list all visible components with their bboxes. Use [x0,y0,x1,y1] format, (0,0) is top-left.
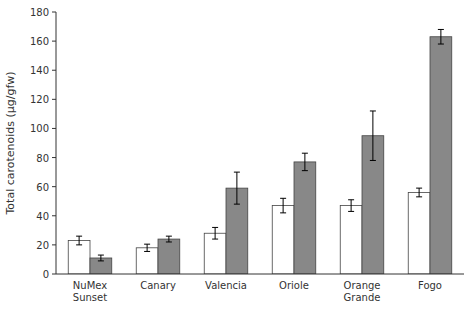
error-line [372,111,373,160]
bar [68,241,90,274]
error-cap [166,236,172,237]
error-cap [348,211,354,212]
error-cap [416,188,422,189]
x-tick-label-line: Canary [140,280,176,291]
x-tick-label-line: Fogo [418,280,442,291]
x-tick-label: Oriole [279,280,309,291]
error-bar [348,200,354,212]
error-cap [76,244,82,245]
error-bar [438,29,444,44]
x-tick-label-line: Oriole [279,280,309,291]
error-line [168,236,169,242]
y-axis-label: Total carotenoids (μg/gfw) [4,72,17,216]
bar [136,248,158,274]
bar [430,37,452,274]
error-line [215,227,216,239]
plot-area [68,29,452,274]
y-tick-label: 180 [30,7,49,18]
y-tick [52,244,56,245]
error-cap [348,199,354,200]
error-cap [438,44,444,45]
chart-svg: 0 20 40 60 80 100 120 140 160 180 NuMexSunset Canar… [0,0,474,316]
y-tick [52,70,56,71]
error-bar [302,153,308,170]
error-cap [302,153,308,154]
error-cap [438,29,444,30]
y-tick-label: 0 [43,269,49,280]
y-tick-label: 120 [30,94,49,105]
bar [408,192,430,274]
error-cap [212,227,218,228]
error-bar [280,198,286,213]
x-axis-line [56,274,464,275]
error-line [419,188,420,197]
error-bar [166,236,172,242]
x-tick-label-line: NuMex [73,280,107,291]
y-tick-label: 100 [30,123,49,134]
x-tick-label: Fogo [418,280,442,291]
x-tick-label-line: Orange [344,280,381,291]
error-cap [370,160,376,161]
error-bar [370,111,376,160]
bar [294,162,316,274]
bar [340,206,362,274]
error-bar [212,227,218,239]
error-line [304,153,305,170]
error-bar [416,188,422,197]
x-tick-label: Valencia [205,280,247,291]
y-tick-label: 40 [36,211,49,222]
x-tick-label: Canary [140,280,176,291]
error-line [79,236,80,245]
y-tick-label: 60 [36,182,49,193]
error-bar [144,244,150,251]
y-axis-line [56,12,57,274]
y-tick [52,12,56,13]
error-line [147,244,148,251]
y-tick [52,274,56,275]
y-tick-label: 160 [30,36,49,47]
error-line [236,172,237,204]
error-cap [280,198,286,199]
y-tick-label: 80 [36,153,49,164]
error-bar [98,255,104,261]
error-cap [98,260,104,261]
error-cap [280,212,286,213]
error-cap [302,170,308,171]
y-tick [52,99,56,100]
y-tick [52,215,56,216]
error-bar [234,172,240,204]
bar [204,233,226,274]
bar [272,206,294,274]
x-tick-label: NuMexSunset [73,280,107,303]
y-tick [52,157,56,158]
y-tick [52,41,56,42]
error-cap [144,251,150,252]
error-line [351,200,352,212]
chart-container: 0 20 40 60 80 100 120 140 160 180 NuMexSunset Canar… [0,0,474,316]
error-cap [76,236,82,237]
error-cap [370,110,376,111]
error-line [100,255,101,261]
bar [158,239,180,274]
x-tick-label-line: Sunset [73,292,107,303]
x-tick-label-line: Valencia [205,280,247,291]
y-tick [52,186,56,187]
error-cap [98,255,104,256]
error-bar [76,236,82,245]
error-cap [416,196,422,197]
y-tick [52,128,56,129]
y-tick-label: 140 [30,65,49,76]
error-line [440,29,441,44]
error-cap [166,241,172,242]
error-cap [212,239,218,240]
y-tick-label: 20 [36,240,49,251]
error-cap [234,172,240,173]
x-tick-label-line: Grande [344,292,381,303]
error-cap [144,244,150,245]
x-tick-label: OrangeGrande [344,280,381,303]
error-line [283,198,284,213]
error-cap [234,204,240,205]
